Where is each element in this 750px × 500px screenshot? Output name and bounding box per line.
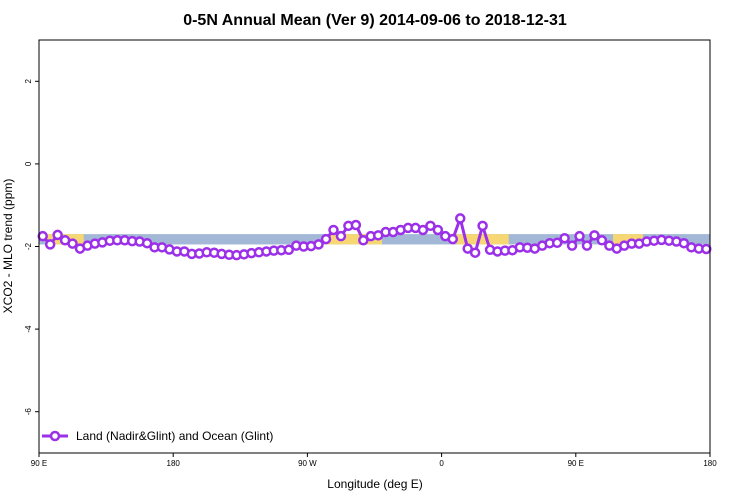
data-point bbox=[596, 235, 608, 246]
x-tick-label: 90 E bbox=[31, 459, 47, 468]
x-axis-label: Longitude (deg E) bbox=[327, 477, 422, 491]
data-point bbox=[469, 247, 481, 258]
y-tick-label: -6 bbox=[24, 408, 33, 416]
data-point bbox=[425, 220, 436, 232]
x-tick-label: 90 W bbox=[298, 459, 317, 468]
data-point bbox=[350, 219, 362, 231]
data-point bbox=[701, 243, 712, 255]
data-point bbox=[52, 229, 63, 241]
data-point bbox=[678, 237, 690, 249]
y-axis-label: XCO2 - MLO trend (ppm) bbox=[1, 179, 15, 314]
y-tick-label: -4 bbox=[24, 325, 33, 333]
y-axis: 2 0 -2 -4 -6 bbox=[24, 79, 39, 416]
x-tick-label: 180 bbox=[167, 459, 181, 468]
data-point bbox=[44, 239, 56, 250]
data-point bbox=[477, 220, 488, 232]
data-point bbox=[67, 238, 78, 249]
series-layer bbox=[37, 213, 712, 261]
data-point bbox=[454, 213, 466, 224]
data-point bbox=[141, 237, 153, 249]
data-point bbox=[551, 237, 563, 249]
legend-marker-swatch bbox=[49, 430, 61, 442]
x-tick-label: 90 E bbox=[568, 459, 584, 468]
data-point bbox=[335, 230, 347, 242]
y-tick-label: 2 bbox=[24, 79, 33, 84]
x-tick-label: 180 bbox=[703, 459, 717, 468]
chart-title: 0-5N Annual Mean (Ver 9) 2014-09-06 to 2… bbox=[183, 12, 567, 29]
data-point bbox=[358, 235, 369, 246]
y-tick-label: 0 bbox=[24, 161, 33, 166]
data-point bbox=[462, 243, 473, 254]
data-point bbox=[559, 232, 570, 244]
x-tick-label: 0 bbox=[439, 459, 444, 468]
x-axis: 90 E 180 90 W 0 90 E 180 bbox=[31, 453, 717, 468]
land-segment-3 bbox=[613, 234, 643, 245]
y-tick-label: -2 bbox=[24, 242, 33, 250]
land-segment-1 bbox=[325, 234, 382, 245]
data-point bbox=[320, 233, 332, 245]
data-point bbox=[447, 233, 459, 245]
data-point bbox=[313, 239, 324, 250]
data-point bbox=[581, 240, 593, 251]
legend: Land (Nadir&Glint) and Ocean (Glint) bbox=[42, 429, 273, 443]
data-point bbox=[432, 224, 444, 236]
land-segment-2 bbox=[456, 234, 509, 245]
data-point bbox=[417, 224, 429, 236]
data-point bbox=[328, 224, 339, 236]
data-point bbox=[283, 244, 295, 256]
data-point bbox=[566, 240, 578, 251]
data-point bbox=[37, 230, 48, 242]
legend-series-label: Land (Nadir&Glint) and Ocean (Glint) bbox=[76, 429, 273, 443]
data-point bbox=[574, 230, 585, 242]
data-point bbox=[589, 230, 600, 241]
